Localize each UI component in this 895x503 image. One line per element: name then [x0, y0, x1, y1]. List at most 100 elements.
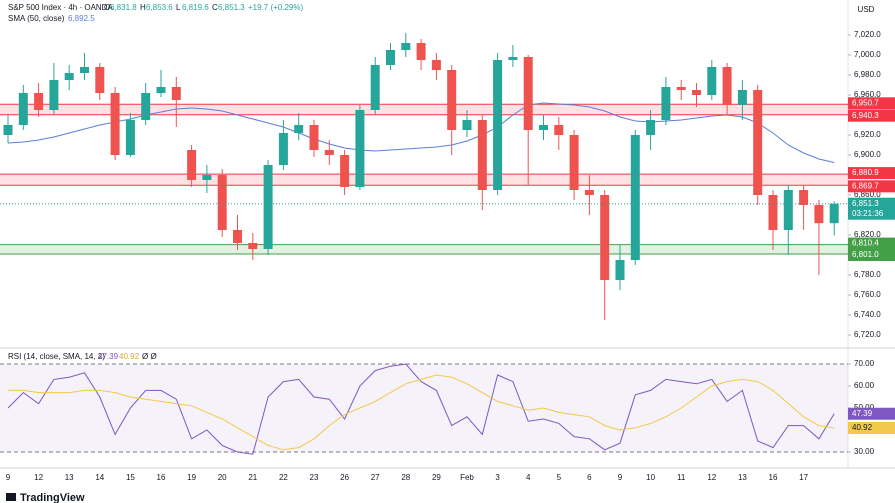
x-tick-label: 3	[495, 473, 500, 482]
candle-body	[187, 150, 197, 180]
rsi-band	[0, 363, 848, 453]
candle-body	[783, 190, 793, 230]
candle-body	[110, 93, 120, 155]
candle-body	[141, 93, 151, 120]
level-label: 6,940.3	[852, 111, 879, 120]
candle-body	[80, 67, 89, 73]
candle-body	[508, 57, 518, 60]
x-tick-label: 9	[618, 473, 623, 482]
candle-body	[768, 195, 778, 230]
candle-body	[615, 260, 625, 280]
candle-body	[554, 125, 564, 135]
candle-body	[340, 155, 350, 187]
x-tick-label: 4	[526, 473, 531, 482]
candle-body	[523, 57, 533, 130]
zone	[0, 174, 848, 186]
candle-body	[370, 65, 380, 110]
x-tick-label: 11	[677, 473, 686, 482]
x-tick-label: 16	[769, 473, 778, 482]
legend-key: H	[140, 3, 146, 12]
candle-body	[829, 203, 839, 224]
legend-value: 6,831.8	[110, 3, 137, 12]
candle-body	[355, 110, 365, 187]
x-tick-label: 13	[65, 473, 74, 482]
x-tick-label: 21	[248, 473, 257, 482]
candle-body	[462, 120, 472, 130]
candle-body	[722, 67, 732, 105]
x-tick-label: 15	[126, 473, 135, 482]
rsi-tag: 47.39	[852, 409, 873, 418]
candle-body	[294, 125, 304, 133]
level-label-bg	[848, 167, 895, 180]
y-tick-label: 50.00	[854, 403, 875, 412]
level-label-bg	[848, 249, 895, 261]
candle-body	[386, 50, 395, 65]
rsi-tag: 40.92	[852, 423, 873, 432]
candle-body	[707, 67, 717, 95]
symbol-title: S&P 500 Index · 4h · OANDA	[8, 3, 113, 12]
y-tick-label: 6,720.0	[854, 330, 881, 339]
level-label: 6,950.7	[852, 98, 879, 107]
candle-body	[125, 120, 135, 155]
last-price-bg	[848, 197, 895, 220]
candle-body	[248, 243, 258, 249]
sma-value: 6,892.5	[68, 14, 95, 23]
candle-body	[799, 190, 809, 205]
candle-body	[202, 175, 212, 180]
y-tick-label: 30.00	[854, 447, 875, 456]
legend-change: +19.7 (+0.29%)	[248, 3, 303, 12]
x-tick-label: 12	[707, 473, 716, 482]
x-tick-label: 26	[340, 473, 349, 482]
y-tick-label: 7,000.0	[854, 50, 881, 59]
y-tick-label: 7,020.0	[854, 30, 881, 39]
candle-body	[34, 93, 44, 110]
rsi-ma-line	[8, 374, 835, 451]
brand: TradingView	[20, 492, 85, 503]
x-tick-label: 29	[432, 473, 441, 482]
candle-body	[600, 195, 610, 280]
legend-key: O	[104, 3, 110, 12]
y-tick-label: 6,760.0	[854, 290, 881, 299]
rsi-line	[7, 363, 835, 455]
x-tick-label: 23	[310, 473, 319, 482]
y-tick-label: 6,920.0	[854, 130, 881, 139]
level-label: 6,880.9	[852, 168, 879, 177]
last-price: 6,851.3	[852, 199, 879, 208]
zone	[0, 244, 848, 254]
candle-body	[324, 150, 334, 155]
x-tick-label: Feb	[460, 473, 474, 482]
x-tick-label: 17	[799, 473, 808, 482]
x-tick-label: 13	[738, 473, 747, 482]
candle-body	[447, 70, 457, 130]
candle-body	[278, 133, 288, 165]
candle-body	[156, 87, 166, 93]
y-tick-label: 6,780.0	[854, 270, 881, 279]
x-tick-label: 28	[401, 473, 410, 482]
candle-body	[753, 90, 763, 195]
x-tick-label: 6	[587, 473, 592, 482]
candle-body	[49, 80, 59, 110]
candle-body	[676, 87, 686, 90]
candle-body	[171, 87, 181, 100]
rsi-title: RSI (14, close, SMA, 14, 2)	[8, 352, 105, 361]
level-label-bg	[848, 237, 895, 250]
x-tick-label: 5	[557, 473, 562, 482]
level-label: 6,869.7	[852, 181, 879, 190]
candle-body	[569, 135, 579, 190]
legend-key: L	[176, 3, 181, 12]
x-tick-label: 22	[279, 473, 288, 482]
x-tick-label: 20	[218, 473, 227, 482]
rsi-tag-bg	[848, 421, 895, 434]
level-label-bg	[848, 109, 895, 122]
x-tick-label: 19	[187, 473, 196, 482]
y-tick-label: 6,960.0	[854, 90, 881, 99]
candle-body	[814, 205, 824, 224]
countdown: 03:21:36	[852, 209, 884, 218]
x-tick-label: 27	[371, 473, 380, 482]
candle-body	[477, 120, 487, 190]
candle-body	[18, 93, 28, 125]
x-tick-label: 14	[95, 473, 104, 482]
candle-body	[233, 230, 242, 243]
y-tick-label: 60.00	[854, 381, 875, 390]
